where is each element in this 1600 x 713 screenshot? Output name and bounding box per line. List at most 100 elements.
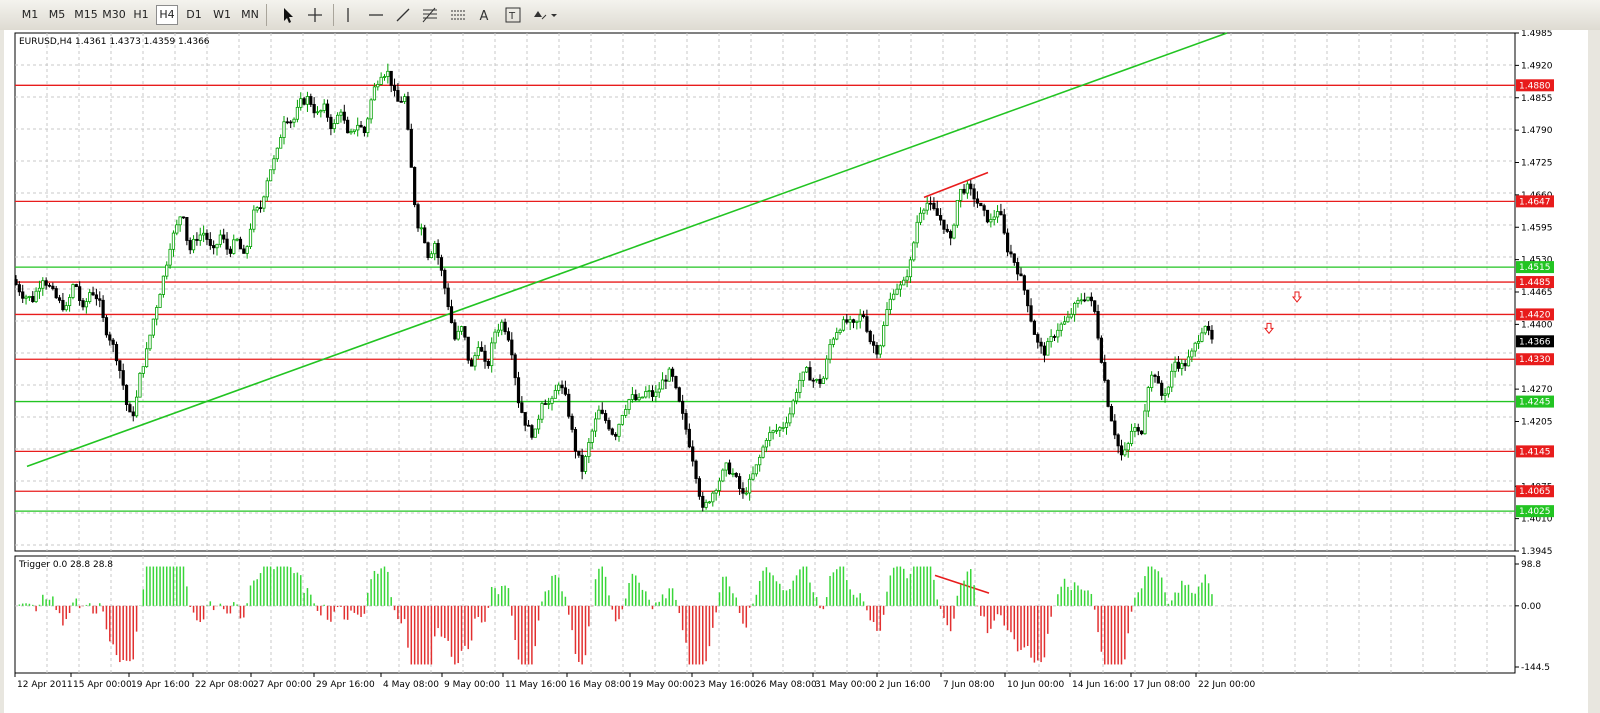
chart-canvas[interactable]: 1.49851.49201.48551.47901.47251.46601.45… — [4, 30, 1596, 713]
candle-bull — [148, 334, 152, 350]
timeframe-w1-button[interactable]: W1 — [213, 8, 231, 21]
candle-bear — [734, 472, 738, 477]
candle-bull — [828, 344, 832, 360]
cursor-arrow-icon[interactable] — [278, 5, 298, 25]
candle-bear — [21, 291, 25, 299]
candle-bear — [128, 404, 132, 413]
price-scale-label: 1.4010 — [1521, 515, 1553, 525]
candle-bear — [436, 243, 440, 258]
candle-bear — [942, 219, 946, 230]
candle-bull — [801, 371, 805, 381]
candle-bull — [402, 96, 407, 102]
sell-arrow-icon[interactable] — [1263, 322, 1275, 335]
fibonacci-icon[interactable] — [420, 5, 440, 25]
timeframe-d1-button[interactable]: D1 — [186, 8, 202, 21]
candle-bull — [902, 279, 906, 286]
candle-bull — [707, 501, 712, 504]
candle-bear — [928, 202, 933, 205]
candle-bear — [486, 360, 490, 367]
candle-bull — [201, 232, 206, 236]
timeframe-m1-button[interactable]: M1 — [21, 8, 39, 21]
candle-bull — [751, 473, 755, 480]
candle-bull — [1069, 313, 1073, 318]
candle-bear — [413, 166, 417, 206]
vertical-line-icon[interactable] — [338, 5, 358, 25]
timeframe-mn-button[interactable]: MN — [241, 8, 259, 21]
candle-bear — [865, 316, 869, 332]
candle-bull — [262, 196, 266, 209]
candle-bear — [74, 284, 78, 288]
candle-bear — [516, 377, 521, 404]
level-price-label: 1.4145 — [1519, 447, 1551, 457]
candle-bear — [121, 370, 125, 386]
horizontal-line-icon[interactable] — [366, 5, 386, 25]
text-label-icon[interactable]: A — [475, 5, 495, 25]
candle-bull — [315, 111, 320, 114]
channel-icon[interactable] — [448, 5, 468, 25]
candle-bull — [841, 319, 846, 331]
candle-bear — [101, 299, 105, 318]
shapes-dropdown-icon[interactable] — [530, 5, 560, 25]
green-trendline[interactable] — [26, 32, 1228, 468]
candle-bull — [252, 209, 256, 230]
candle-bull — [134, 396, 139, 417]
chart-window[interactable]: 1.49851.49201.48551.47901.47251.46601.45… — [4, 30, 1596, 713]
candle-bear — [54, 288, 58, 299]
candle-bull — [369, 99, 373, 120]
vertical-scrollbar[interactable] — [1588, 30, 1600, 713]
candle-bear — [1140, 430, 1144, 435]
candle-bear — [510, 339, 514, 356]
candle-bull — [1123, 449, 1127, 456]
candle-bear — [563, 387, 568, 395]
candle-bull — [171, 232, 176, 250]
candle-bear — [466, 336, 470, 361]
candle-bull — [265, 180, 269, 198]
candle-bull — [540, 403, 544, 420]
candle-bear — [389, 70, 393, 86]
crosshair-icon[interactable] — [305, 5, 325, 25]
level-price-label: 1.4880 — [1519, 81, 1551, 91]
timeframe-m5-button[interactable]: M5 — [48, 8, 66, 21]
candle-bull — [1046, 341, 1050, 356]
candle-bear — [985, 209, 990, 223]
candle-bull — [784, 422, 789, 428]
candle-bear — [851, 319, 856, 323]
candle-bull — [500, 321, 504, 331]
candle-bear — [949, 231, 953, 239]
candle-bear — [104, 317, 109, 336]
candle-bear — [1026, 289, 1030, 307]
candle-bear — [185, 217, 189, 241]
indicator-scale-label: -144.5 — [1521, 663, 1550, 673]
candle-bull — [24, 296, 28, 299]
candle-bull — [376, 84, 380, 88]
timeframe-h1-button[interactable]: H1 — [133, 8, 149, 21]
candle-bull — [724, 462, 728, 471]
candle-bull — [27, 296, 32, 298]
candle-bull — [925, 202, 929, 211]
candle-bull — [84, 301, 88, 308]
candle-bull — [198, 234, 202, 241]
text-box-icon[interactable]: T — [503, 5, 523, 25]
timeframe-h4-button[interactable]: H4 — [156, 5, 178, 25]
candle-bull — [898, 284, 903, 290]
candle-bull — [476, 347, 480, 357]
date-axis-label: 17 Jun 08:00 — [1133, 680, 1190, 690]
left-frame — [0, 30, 4, 713]
candle-bear — [111, 339, 115, 345]
candle-bull — [758, 456, 762, 466]
candle-bear — [1153, 374, 1157, 377]
price-divergence-line[interactable] — [923, 171, 989, 199]
candle-bull — [232, 239, 236, 254]
candle-bull — [761, 446, 765, 458]
timeframe-m15-button[interactable]: M15 — [74, 8, 98, 21]
candle-bull — [965, 183, 970, 194]
indicator-divergence-line[interactable] — [934, 574, 990, 594]
trendline-icon[interactable] — [393, 5, 413, 25]
candle-bull — [714, 489, 718, 494]
timeframe-m30-button[interactable]: M30 — [102, 8, 126, 21]
sell-arrow-icon[interactable] — [1291, 291, 1303, 303]
candle-bull — [892, 293, 896, 300]
price-scale-label: 1.4205 — [1521, 418, 1553, 428]
level-price-label: 1.4420 — [1519, 310, 1551, 320]
candle-bear — [1022, 275, 1026, 291]
